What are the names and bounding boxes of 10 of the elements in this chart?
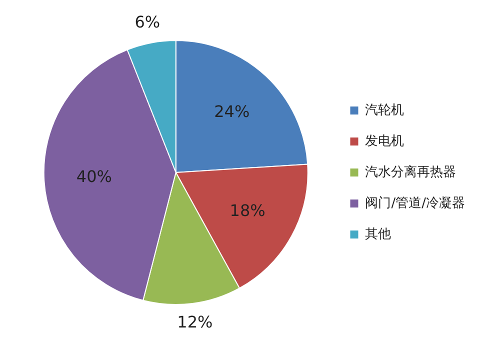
legend-label: 发电机 — [365, 134, 404, 149]
legend-label: 汽水分离再热器 — [365, 164, 456, 180]
legend-label: 其他 — [365, 226, 392, 242]
legend-label: 汽轮机 — [365, 102, 404, 118]
data-label: 12% — [177, 312, 213, 332]
data-label: 18% — [230, 201, 266, 220]
legend-label: 阀门/管道/冷凝器 — [365, 194, 466, 211]
data-label: 24% — [214, 102, 250, 121]
data-label: 6% — [134, 12, 160, 32]
data-label: 40% — [76, 166, 112, 186]
